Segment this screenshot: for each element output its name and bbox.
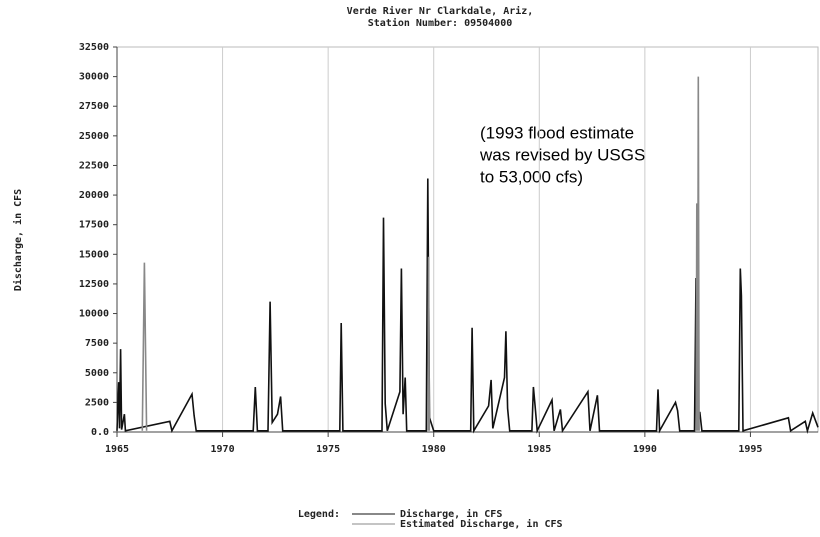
y-tick-label: 0.0: [91, 427, 109, 438]
y-tick-label: 27500: [79, 101, 109, 112]
y-tick-label: 32500: [79, 42, 109, 53]
annotation: to 53,000 cfs): [480, 167, 583, 186]
x-tick-label: 1985: [527, 444, 551, 455]
y-tick-label: 20000: [79, 190, 109, 201]
annotation: was revised by USGS: [479, 145, 645, 164]
y-tick-label: 30000: [79, 72, 109, 83]
annotation: (1993 flood estimate: [480, 123, 634, 142]
chart-title: Verde River Nr Clarkdale, Ariz,: [347, 5, 534, 17]
y-tick-label: 12500: [79, 279, 109, 290]
y-tick-label: 22500: [79, 160, 109, 171]
x-tick-label: 1980: [422, 444, 446, 455]
x-tick-label: 1965: [105, 444, 129, 455]
y-tick-label: 17500: [79, 220, 109, 231]
y-tick-label: 15000: [79, 249, 109, 260]
legend-title: Legend:: [298, 509, 340, 520]
x-tick-label: 1995: [738, 444, 762, 455]
legend-label: Estimated Discharge, in CFS: [400, 518, 563, 530]
data-line: [141, 76, 700, 431]
x-tick-label: 1990: [633, 444, 657, 455]
x-tick-label: 1975: [316, 444, 340, 455]
x-tick-label: 1970: [211, 444, 235, 455]
y-tick-label: 25000: [79, 131, 109, 142]
legend-label: Discharge, in CFS: [400, 508, 502, 520]
y-tick-label: 10000: [79, 309, 109, 320]
y-tick-label: 2500: [85, 397, 109, 408]
y-tick-label: 7500: [85, 338, 109, 349]
chart-subtitle: Station Number: 09504000: [368, 17, 513, 29]
y-axis-label: Discharge, in CFS: [12, 189, 24, 291]
y-tick-label: 5000: [85, 368, 109, 379]
